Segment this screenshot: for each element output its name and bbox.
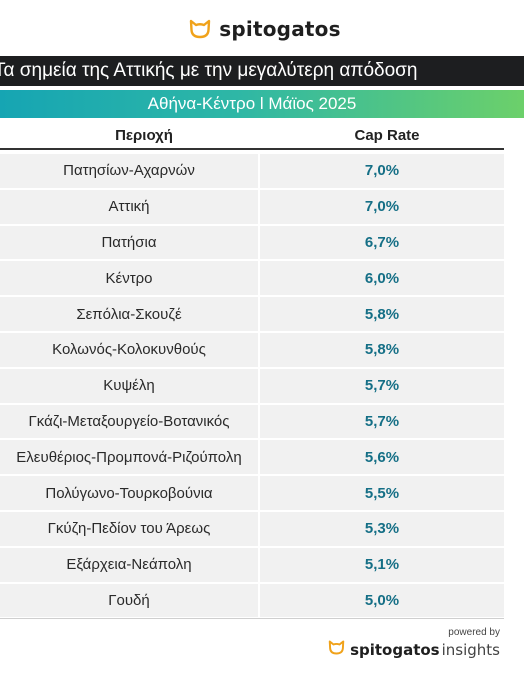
cap-rate-cell: 5,5%	[260, 476, 504, 512]
table-row: Γκύζη-Πεδίον του Άρεως 5,3%	[0, 511, 504, 548]
divider	[0, 618, 504, 619]
table-row: Κέντρο 6,0%	[0, 261, 504, 298]
table-row: Πατήσια 6,7%	[0, 225, 504, 262]
cell-divider	[258, 404, 260, 441]
cap-rate-cell: 6,0%	[260, 261, 504, 298]
cap-rate-cell: 5,6%	[260, 440, 504, 477]
cap-rate-cell: 5,8%	[260, 332, 504, 369]
cell-divider	[258, 511, 260, 548]
cap-rate-cell: 5,7%	[260, 368, 504, 405]
cap-rate-cell: 5,3%	[260, 511, 504, 548]
cap-rate-cell: 7,0%	[260, 154, 504, 190]
column-header-cap-rate: Cap Rate	[354, 126, 420, 144]
cell-divider	[258, 297, 260, 333]
cap-rate-cell: 5,8%	[260, 297, 504, 333]
table-row: Σεπόλια-Σκουζέ 5,8%	[0, 297, 504, 333]
table-body: Πατησίων-Αχαρνών 7,0% Αττική 7,0% Πατήσια 6,7…	[0, 154, 504, 620]
footer-product-name: insights	[441, 641, 500, 659]
area-cell: Σεπόλια-Σκουζέ	[0, 297, 258, 333]
brand-name: spitogatos	[219, 17, 341, 41]
table-row: Ελευθέριος-Προμπονά-Ριζούπολη 5,6%	[0, 440, 504, 477]
cap-rate-cell: 5,7%	[260, 404, 504, 441]
cap-rate-cell: 5,0%	[260, 583, 504, 620]
area-cell: Κέντρο	[0, 261, 258, 298]
cell-divider	[258, 154, 260, 190]
cell-divider	[258, 440, 260, 477]
page-title: Τα σημεία της Αττικής με την μεγαλύτερη …	[0, 60, 418, 81]
cell-divider	[258, 583, 260, 620]
cell-divider	[258, 476, 260, 512]
area-cell: Κολωνός-Κολοκυνθούς	[0, 332, 258, 369]
powered-by-label: powered by	[448, 627, 500, 638]
table-row: Γκάζι-Μεταξουργείο-Βοτανικός 5,7%	[0, 404, 504, 441]
table-row: Γουδή 5,0%	[0, 583, 504, 620]
cat-face-icon	[189, 19, 211, 39]
table-row: Πατησίων-Αχαρνών 7,0%	[0, 154, 504, 190]
area-cell: Γκάζι-Μεταξουργείο-Βοτανικός	[0, 404, 258, 441]
area-cell: Αττική	[0, 189, 258, 226]
area-cell: Ελευθέριος-Προμπονά-Ριζούπολη	[0, 440, 258, 477]
cell-divider	[258, 189, 260, 226]
cat-face-icon	[328, 640, 345, 660]
area-cell: Πολύγωνο-Τουρκοβούνια	[0, 476, 258, 512]
table-row: Πολύγωνο-Τουρκοβούνια 5,5%	[0, 476, 504, 512]
area-cell: Πατήσια	[0, 225, 258, 262]
table-row: Κολωνός-Κολοκυνθούς 5,8%	[0, 332, 504, 369]
area-cell: Γουδή	[0, 583, 258, 620]
column-header-area: Περιοχή	[115, 126, 173, 144]
footer-logo: spitogatos insights	[328, 640, 500, 660]
area-cell: Γκύζη-Πεδίον του Άρεως	[0, 511, 258, 548]
table-row: Αττική 7,0%	[0, 189, 504, 226]
cap-rate-cell: 7,0%	[260, 189, 504, 226]
cell-divider	[258, 332, 260, 369]
area-cell: Πατησίων-Αχαρνών	[0, 154, 258, 190]
table-row: Κυψέλη 5,7%	[0, 368, 504, 405]
table-header: Περιοχή Cap Rate	[0, 122, 504, 150]
page-subtitle: Αθήνα-Κέντρο l Μάϊος 2025	[147, 94, 357, 113]
area-cell: Εξάρχεια-Νεάπολη	[0, 547, 258, 584]
cap-rate-cell: 5,1%	[260, 547, 504, 584]
cell-divider	[258, 547, 260, 584]
page-title-bar: Τα σημεία της Αττικής με την μεγαλύτερη …	[0, 56, 524, 86]
brand-logo: spitogatos	[0, 14, 530, 44]
cell-divider	[258, 368, 260, 405]
footer-brand-name: spitogatos	[350, 641, 440, 659]
cap-rate-cell: 6,7%	[260, 225, 504, 262]
area-cell: Κυψέλη	[0, 368, 258, 405]
subtitle-bar: Αθήνα-Κέντρο l Μάϊος 2025	[0, 90, 524, 118]
table-row: Εξάρχεια-Νεάπολη 5,1%	[0, 547, 504, 584]
cell-divider	[258, 225, 260, 262]
cell-divider	[258, 261, 260, 298]
